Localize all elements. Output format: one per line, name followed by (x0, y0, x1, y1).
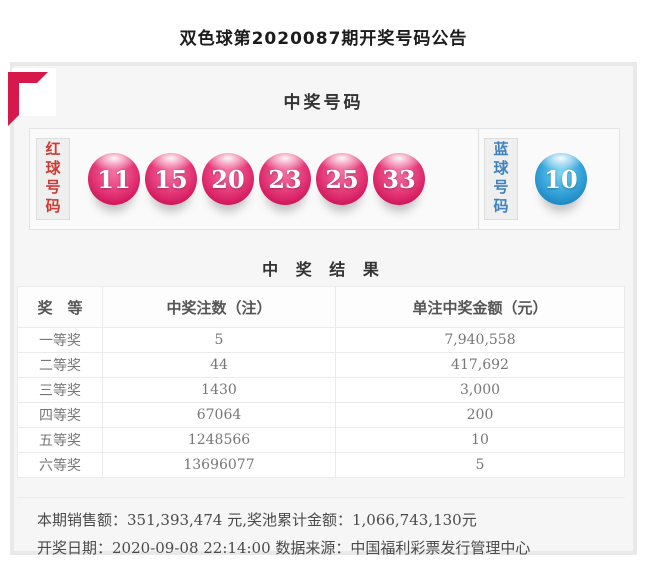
red-ball: 11 (88, 153, 140, 205)
winner-count-cell: 67064 (102, 402, 336, 428)
winner-count-cell: 1248566 (102, 427, 336, 453)
sales-info: 本期销售额：351,393,474 元,奖池累计金额：1,066,743,130… (37, 511, 477, 529)
results-row: 四等奖 67064 200 (17, 402, 625, 428)
blue-balls: 10 (535, 153, 587, 205)
corner-ribbon-icon (8, 72, 50, 134)
header-prize-amount: 单注中奖金额（元） (335, 286, 625, 328)
winner-count-cell: 13696077 (102, 452, 336, 478)
prize-level-cell: 一等奖 (17, 327, 103, 353)
blue-ball-section: 蓝球号码 10 (478, 129, 619, 229)
prize-level-cell: 五等奖 (17, 427, 103, 453)
results-row: 二等奖 44 417,692 (17, 352, 625, 378)
red-balls: 11 15 20 23 25 33 (88, 153, 425, 205)
results-row: 一等奖 5 7,940,558 (17, 327, 625, 353)
prize-level-cell: 六等奖 (17, 452, 103, 478)
prize-amount-cell: 7,940,558 (335, 327, 625, 353)
draw-date-info: 开奖日期：2020-09-08 22:14:00 数据来源：中国福利彩票发行管理… (37, 539, 531, 557)
announcement-panel: 中奖号码 红球号码 11 15 20 23 25 33 蓝球号码 10 中 奖 结 果 奖… (8, 62, 637, 557)
winner-count-cell: 5 (102, 327, 336, 353)
red-ball-label: 红球号码 (36, 138, 70, 220)
prize-amount-cell: 10 (335, 427, 625, 453)
red-ball: 23 (259, 153, 311, 205)
red-ball: 33 (373, 153, 425, 205)
results-title: 中 奖 结 果 (262, 260, 385, 279)
results-row: 六等奖 13696077 5 (17, 452, 625, 478)
prize-amount-cell: 3,000 (335, 377, 625, 403)
results-table-body: 一等奖 5 7,940,558 二等奖 44 417,692 三等奖 1430 3,000 四等奖… (17, 327, 625, 478)
prize-level-cell: 二等奖 (17, 352, 103, 378)
results-row: 三等奖 1430 3,000 (17, 377, 625, 403)
red-ball-section: 红球号码 11 15 20 23 25 33 (30, 138, 478, 220)
results-row: 五等奖 1248566 10 (17, 427, 625, 453)
winning-numbers-title: 中奖号码 (283, 93, 364, 113)
header-winner-count: 中奖注数（注） (102, 286, 336, 328)
blue-ball: 10 (535, 153, 587, 205)
prize-level-cell: 三等奖 (17, 377, 103, 403)
blue-ball-label: 蓝球号码 (484, 138, 518, 220)
prize-level-cell: 四等奖 (17, 402, 103, 428)
results-header-row: 奖 等 中奖注数（注） 单注中奖金额（元） (17, 286, 625, 328)
prize-amount-cell: 5 (335, 452, 625, 478)
red-ball: 25 (316, 153, 368, 205)
footer: 本期销售额：351,393,474 元,奖池累计金额：1,066,743,130… (17, 497, 625, 562)
header-prize-level: 奖 等 (17, 286, 103, 328)
winner-count-cell: 1430 (102, 377, 336, 403)
red-ball: 20 (202, 153, 254, 205)
red-ball: 15 (145, 153, 197, 205)
results-table: 奖 等 中奖注数（注） 单注中奖金额（元） 一等奖 5 7,940,558 二等奖 44… (17, 286, 625, 478)
winner-count-cell: 44 (102, 352, 336, 378)
page-title: 双色球第2020087期开奖号码公告 (179, 29, 468, 49)
prize-amount-cell: 200 (335, 402, 625, 428)
prize-amount-cell: 417,692 (335, 352, 625, 378)
ball-box: 红球号码 11 15 20 23 25 33 蓝球号码 10 (29, 128, 620, 230)
